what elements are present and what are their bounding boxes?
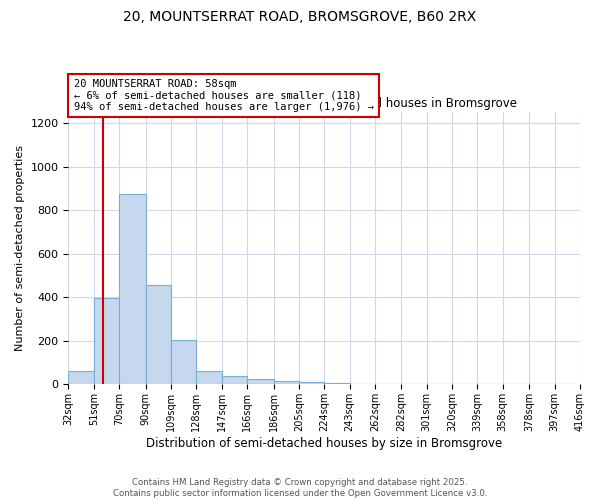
- Bar: [94, 298, 119, 384]
- Bar: [119, 194, 146, 384]
- Bar: [274, 381, 299, 384]
- Y-axis label: Number of semi-detached properties: Number of semi-detached properties: [15, 146, 25, 352]
- Title: Size of property relative to semi-detached houses in Bromsgrove: Size of property relative to semi-detach…: [132, 96, 517, 110]
- Text: 20 MOUNTSERRAT ROAD: 58sqm
← 6% of semi-detached houses are smaller (118)
94% of: 20 MOUNTSERRAT ROAD: 58sqm ← 6% of semi-…: [74, 79, 374, 112]
- Bar: [324, 383, 350, 384]
- Bar: [146, 286, 171, 384]
- Bar: [171, 340, 196, 384]
- Bar: [221, 376, 247, 384]
- Bar: [196, 372, 221, 384]
- X-axis label: Distribution of semi-detached houses by size in Bromsgrove: Distribution of semi-detached houses by …: [146, 437, 502, 450]
- Text: 20, MOUNTSERRAT ROAD, BROMSGROVE, B60 2RX: 20, MOUNTSERRAT ROAD, BROMSGROVE, B60 2R…: [124, 10, 476, 24]
- Bar: [299, 382, 324, 384]
- Text: Contains HM Land Registry data © Crown copyright and database right 2025.
Contai: Contains HM Land Registry data © Crown c…: [113, 478, 487, 498]
- Bar: [68, 372, 94, 384]
- Bar: [247, 379, 274, 384]
